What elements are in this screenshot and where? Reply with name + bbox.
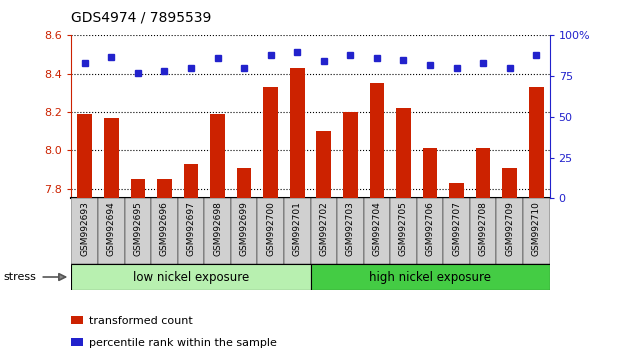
Bar <box>523 198 550 264</box>
Bar <box>151 198 178 264</box>
Bar <box>104 118 119 198</box>
Bar <box>71 198 98 264</box>
Text: GSM992696: GSM992696 <box>160 201 169 256</box>
Bar <box>184 164 198 198</box>
Bar <box>78 114 92 198</box>
Bar <box>364 198 390 264</box>
Bar <box>450 183 464 198</box>
Bar <box>390 198 417 264</box>
Text: GSM992698: GSM992698 <box>213 201 222 256</box>
Bar <box>470 198 496 264</box>
Bar <box>417 198 443 264</box>
Text: GSM992700: GSM992700 <box>266 201 275 256</box>
Bar <box>130 179 145 198</box>
Text: transformed count: transformed count <box>89 315 193 326</box>
Text: GSM992703: GSM992703 <box>346 201 355 256</box>
Bar <box>125 198 151 264</box>
Text: GSM992707: GSM992707 <box>452 201 461 256</box>
Text: GDS4974 / 7895539: GDS4974 / 7895539 <box>71 11 212 25</box>
Text: GSM992701: GSM992701 <box>292 201 302 256</box>
Text: GSM992708: GSM992708 <box>479 201 487 256</box>
Bar <box>496 198 523 264</box>
Text: low nickel exposure: low nickel exposure <box>133 270 249 284</box>
Text: stress: stress <box>3 272 36 282</box>
Bar <box>237 167 252 198</box>
Bar <box>71 264 310 290</box>
Text: GSM992697: GSM992697 <box>186 201 196 256</box>
Text: GSM992710: GSM992710 <box>532 201 541 256</box>
Text: high nickel exposure: high nickel exposure <box>369 270 491 284</box>
Bar <box>529 87 543 198</box>
Text: GSM992699: GSM992699 <box>240 201 248 256</box>
Bar <box>290 68 304 198</box>
Text: GSM992702: GSM992702 <box>319 201 329 256</box>
Text: GSM992694: GSM992694 <box>107 201 116 256</box>
Text: GSM992706: GSM992706 <box>425 201 435 256</box>
Bar <box>502 167 517 198</box>
Bar <box>231 198 257 264</box>
Bar <box>257 198 284 264</box>
Bar <box>157 179 171 198</box>
Text: GSM992709: GSM992709 <box>505 201 514 256</box>
Bar <box>178 198 204 264</box>
Bar <box>204 198 231 264</box>
Bar <box>263 87 278 198</box>
Bar <box>310 264 550 290</box>
Bar <box>369 83 384 198</box>
Text: GSM992705: GSM992705 <box>399 201 408 256</box>
Bar <box>71 316 83 324</box>
Bar <box>317 131 331 198</box>
Text: percentile rank within the sample: percentile rank within the sample <box>89 338 276 348</box>
Bar <box>343 112 358 198</box>
Bar <box>284 198 310 264</box>
Bar <box>337 198 364 264</box>
Text: GSM992693: GSM992693 <box>80 201 89 256</box>
Bar <box>310 198 337 264</box>
Bar <box>476 148 491 198</box>
Bar <box>396 108 410 198</box>
Bar <box>423 148 437 198</box>
Bar <box>443 198 470 264</box>
Bar <box>211 114 225 198</box>
Bar <box>98 198 125 264</box>
Text: GSM992704: GSM992704 <box>373 201 381 256</box>
Text: GSM992695: GSM992695 <box>134 201 142 256</box>
Bar <box>71 338 83 346</box>
